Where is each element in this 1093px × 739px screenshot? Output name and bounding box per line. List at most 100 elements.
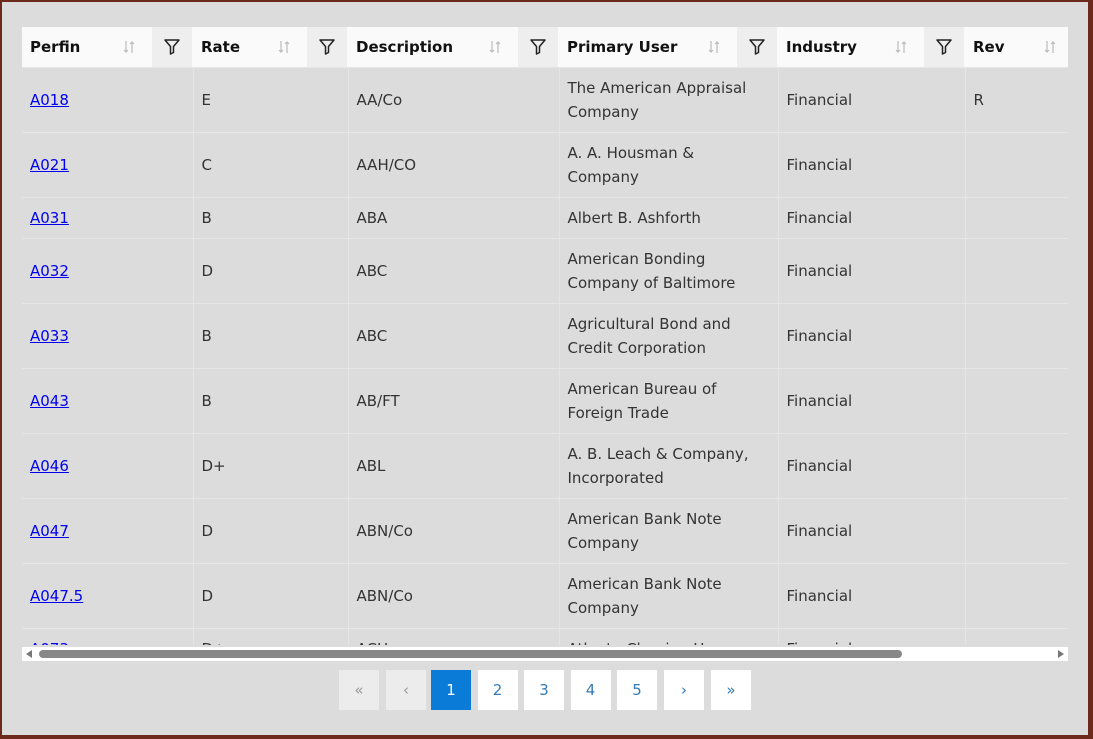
table-row: A047.5 D ABN/Co American Bank Note Company F… <box>22 563 1068 629</box>
page-button[interactable]: » <box>711 670 751 710</box>
page-button[interactable]: « <box>339 670 379 710</box>
column-header[interactable]: Rate <box>193 27 348 68</box>
cell-text: Albert B. Ashforth <box>567 209 701 227</box>
sort-icon[interactable] <box>277 39 291 59</box>
sort-icon[interactable] <box>707 39 721 59</box>
cell-text: Financial <box>786 91 853 109</box>
table-cell: B <box>192 368 348 434</box>
cell-text: American Bureau of Foreign Trade <box>567 380 717 422</box>
cell-text: D <box>201 587 214 605</box>
page-button[interactable]: ‹ <box>386 670 426 710</box>
column-title: Rev <box>973 38 1005 56</box>
filter-button[interactable] <box>307 27 347 67</box>
column-header[interactable]: Primary User <box>559 27 778 68</box>
table-cell: American Bank Note Company <box>558 563 778 629</box>
perfin-link[interactable]: A021 <box>30 156 69 174</box>
table-cell: ABC <box>347 238 559 304</box>
table-cell: AA/Co <box>347 67 559 133</box>
page-button[interactable]: 1 <box>431 670 471 710</box>
table-cell: American Bureau of Foreign Trade <box>558 368 778 434</box>
cell-text: Agricultural Bond and Credit Corporation <box>567 315 731 357</box>
table-viewport: Perfin Rate Description Primary User Industr… <box>22 27 1068 645</box>
column-header[interactable]: Rev <box>965 27 1068 68</box>
table-cell: The American Appraisal Company <box>558 67 778 133</box>
table-cell: A047 <box>22 498 193 564</box>
column-header[interactable]: Description <box>348 27 559 68</box>
scroll-thumb[interactable] <box>39 650 902 658</box>
table-cell: A021 <box>22 132 193 198</box>
table-cell: D <box>192 498 348 564</box>
cell-text: Atlanta Clearing House <box>568 640 741 645</box>
table-row: A018 E AA/Co The American Appraisal Company… <box>22 67 1068 133</box>
table-cell <box>964 628 1068 645</box>
column-title: Perfin <box>30 38 81 56</box>
sort-icon[interactable] <box>488 39 502 59</box>
cell-text: Financial <box>786 392 853 410</box>
cell-text: AAH/CO <box>356 156 417 174</box>
page-button[interactable]: 5 <box>617 670 657 710</box>
cell-text: Financial <box>787 640 853 645</box>
cell-text: D <box>201 262 214 280</box>
perfin-link[interactable]: A046 <box>30 457 69 475</box>
perfin-link[interactable]: A033 <box>30 327 69 345</box>
cell-text: ABC <box>356 262 388 280</box>
perfin-link[interactable]: A032 <box>30 262 69 280</box>
cell-text: C <box>201 156 212 174</box>
page-button[interactable]: 2 <box>477 670 518 710</box>
table-cell: American Bonding Company of Baltimore <box>558 238 778 304</box>
perfin-link[interactable]: A073 <box>30 640 69 645</box>
sort-icon[interactable] <box>122 39 136 59</box>
scrollbar[interactable] <box>22 647 1068 661</box>
table-row: A047 D ABN/Co American Bank Note Company Fin… <box>22 498 1068 564</box>
table-cell: ABN/Co <box>347 498 559 564</box>
column-header[interactable]: Perfin <box>22 27 193 68</box>
table-row: A073 D+ ACH Atlanta Clearing House Financial <box>22 628 1068 645</box>
column-title: Industry <box>786 38 857 56</box>
sort-icon[interactable] <box>1043 39 1057 59</box>
filter-button[interactable] <box>518 27 558 67</box>
table-cell: C <box>192 132 348 198</box>
table-cell: Financial <box>777 368 965 434</box>
table-cell: American Bank Note Company <box>558 498 778 564</box>
cell-text: Financial <box>786 522 853 540</box>
cell-text: ABL <box>356 457 386 475</box>
table-cell: ACH <box>347 628 559 645</box>
filter-button[interactable] <box>924 27 964 67</box>
cell-text: D+ <box>201 457 226 475</box>
cell-text: ABA <box>356 209 388 227</box>
table-cell: A. B. Leach & Company, Incorporated <box>558 433 778 499</box>
table-cell: E <box>192 67 348 133</box>
table-cell: Agricultural Bond and Credit Corporation <box>558 303 778 369</box>
cell-text: Financial <box>786 327 853 345</box>
page-button[interactable]: 4 <box>570 670 611 710</box>
table-row: A032 D ABC American Bonding Company of Balt… <box>22 238 1068 304</box>
perfin-link[interactable]: A047 <box>30 522 69 540</box>
table-row: A031 B ABA Albert B. Ashforth Financial <box>22 197 1068 239</box>
page-button[interactable]: › <box>664 670 704 710</box>
perfin-link[interactable]: A031 <box>30 209 69 227</box>
page-button[interactable]: 3 <box>524 670 564 710</box>
filter-button[interactable] <box>737 27 777 67</box>
table-cell: A046 <box>22 433 193 499</box>
table-cell: Financial <box>777 67 965 133</box>
sort-icon[interactable] <box>894 39 908 59</box>
column-title: Primary User <box>567 38 678 56</box>
column-header[interactable]: Industry <box>778 27 965 68</box>
table-cell: ABC <box>347 303 559 369</box>
cell-text: The American Appraisal Company <box>567 79 747 121</box>
table-cell <box>964 368 1068 434</box>
cell-text: AA/Co <box>356 91 403 109</box>
table-cell: D <box>192 238 348 304</box>
table-cell: Financial <box>777 303 965 369</box>
table-cell: Atlanta Clearing House <box>558 628 778 645</box>
perfin-link[interactable]: A018 <box>30 91 69 109</box>
cell-text: Financial <box>786 457 853 475</box>
cell-text: D+ <box>202 640 226 645</box>
cell-text: ACH <box>357 640 389 645</box>
filter-button[interactable] <box>152 27 192 67</box>
table-cell: ABL <box>347 433 559 499</box>
table-body: A018 E AA/Co The American Appraisal Company… <box>22 67 1068 645</box>
perfin-link[interactable]: A043 <box>30 392 69 410</box>
table-cell <box>964 563 1068 629</box>
perfin-link[interactable]: A047.5 <box>30 587 84 605</box>
